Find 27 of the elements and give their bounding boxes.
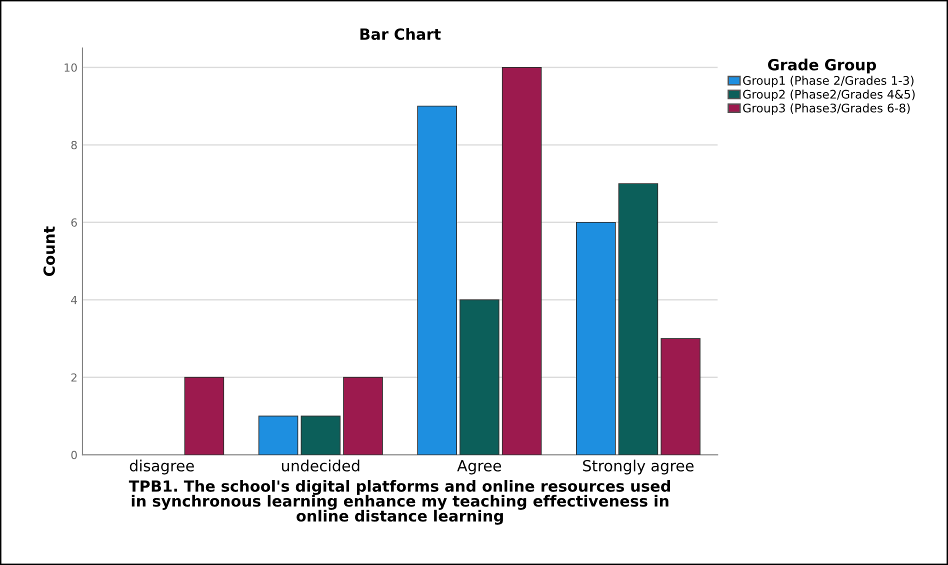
legend-label: Group1 (Phase 2/Grades 1-3) — [743, 76, 914, 88]
bar — [576, 222, 616, 455]
bar — [417, 106, 458, 455]
x-tick-label: disagree — [130, 460, 194, 474]
bar — [300, 416, 341, 455]
y-tick-label: 2 — [71, 373, 76, 382]
y-tick-label: 10 — [64, 63, 77, 72]
y-tick-label: 8 — [71, 140, 77, 150]
x-tick-label: Agree — [457, 460, 502, 474]
bar — [184, 376, 224, 455]
bar — [258, 416, 298, 455]
bar — [460, 299, 500, 455]
bar — [660, 338, 700, 455]
chart-title: Bar Chart — [360, 28, 441, 40]
x-tick-label: undecided — [282, 460, 360, 472]
y-tick-label: 6 — [71, 218, 77, 227]
y-tick-label: 4 — [71, 296, 77, 304]
bar — [343, 376, 383, 455]
legend-label: Group2 (Phase2/Grades 4&5) — [743, 90, 915, 102]
x-axis-title: TPB1. The school's digital platforms and online resources used in synchronous learning enhance my teaching effectiveness in online distance learning — [128, 480, 670, 525]
y-tick-label: 0 — [71, 450, 77, 460]
legend-title: Grade Group — [768, 58, 876, 74]
y-axis-title: Count — [43, 226, 55, 276]
bar — [502, 66, 542, 455]
bar — [618, 183, 658, 455]
x-tick-label: Strongly agree — [583, 460, 694, 474]
legend-label: Group3 (Phase3/Grades 6-8) — [743, 103, 910, 115]
